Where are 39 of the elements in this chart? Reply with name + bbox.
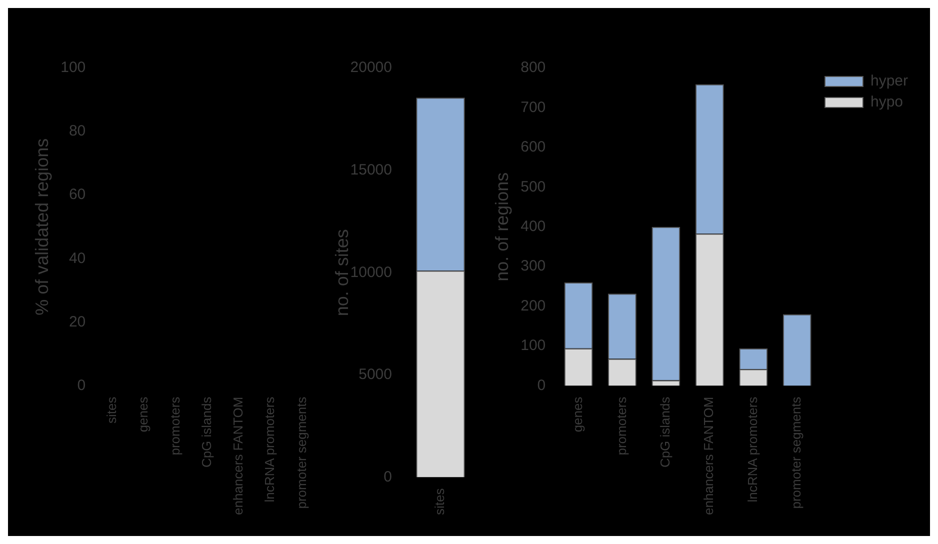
y-tick-label: 15000 (350, 161, 392, 178)
y-tick-label: 0 (77, 376, 86, 394)
y-tick-label: 800 (520, 59, 546, 76)
x-tick-label: lncRNA promoters (262, 396, 278, 502)
x-tick-label: sites (104, 396, 120, 424)
y-axis-title: % of validated regions (32, 138, 52, 316)
y-tick-label: 5000 (358, 366, 392, 384)
legend-label: hypo (870, 94, 904, 111)
x-tick-label: promoter segments (294, 396, 309, 509)
y-tick-label: 700 (520, 98, 546, 116)
y-tick-label: 20000 (350, 59, 392, 76)
x-tick-label: CpG islands (198, 396, 214, 468)
y-tick-label: 80 (68, 122, 86, 140)
x-tick-label: sites (432, 488, 448, 516)
x-tick-label: lncRNA promoters (744, 396, 760, 502)
y-tick-label: 40 (68, 250, 86, 267)
legend-label: hyper (870, 72, 908, 90)
y-tick-label: 600 (520, 138, 546, 156)
x-tick-label: enhancers FANTOM (701, 396, 716, 516)
y-axis-title: no. of sites (332, 229, 352, 316)
x-tick-label: genes (136, 396, 151, 432)
x-tick-label: promoter segments (788, 396, 804, 509)
y-tick-label: 60 (68, 186, 86, 204)
y-tick-label: 100 (520, 337, 546, 354)
y-tick-label: 100 (60, 59, 86, 76)
y-axis-title: no. of regions (492, 172, 512, 282)
x-tick-label: promoters (614, 396, 629, 456)
y-tick-label: 500 (520, 178, 546, 196)
y-tick-label: 200 (520, 297, 546, 314)
x-tick-label: promoters (167, 396, 182, 456)
x-tick-label: CpG islands (658, 396, 673, 468)
x-tick-label: genes (570, 396, 586, 432)
y-tick-label: 0 (384, 468, 392, 486)
y-tick-label: 400 (520, 218, 546, 236)
y-tick-label: 10000 (350, 264, 392, 281)
y-tick-label: 0 (537, 376, 546, 394)
x-tick-label: enhancers FANTOM (230, 396, 246, 516)
y-tick-label: 300 (520, 258, 546, 275)
y-tick-label: 20 (68, 313, 86, 330)
